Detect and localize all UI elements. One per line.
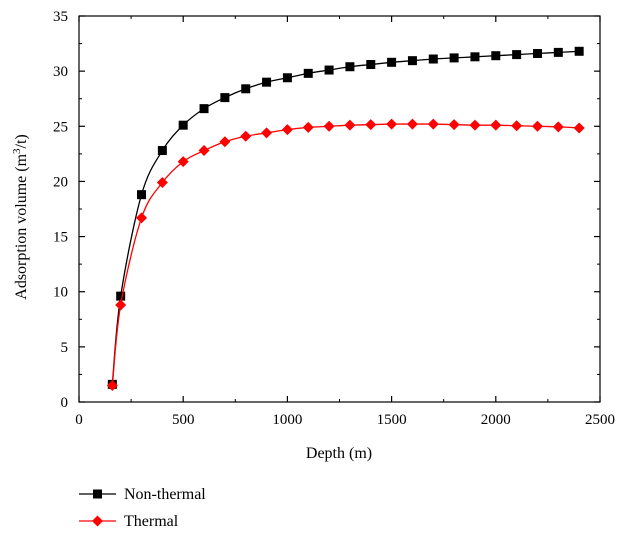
data-point-thermal: [302, 121, 314, 133]
data-point-non-thermal: [220, 93, 230, 103]
data-point-thermal: [219, 136, 231, 148]
data-point-non-thermal: [553, 47, 563, 57]
y-tick-label: 15: [53, 230, 68, 246]
data-point-thermal: [240, 130, 252, 142]
y-tick-label: 30: [53, 64, 68, 80]
series-thermal: [106, 118, 585, 391]
y-tick-label: 5: [61, 340, 69, 356]
data-point-thermal: [323, 120, 335, 132]
data-point-thermal: [386, 118, 398, 130]
data-point-non-thermal: [532, 48, 542, 58]
data-point-non-thermal: [491, 51, 501, 61]
legend-marker-thermal: [92, 515, 103, 527]
data-point-thermal: [106, 379, 118, 391]
data-point-thermal: [198, 145, 210, 157]
data-point-thermal: [531, 120, 543, 132]
series-line-non-thermal: [111, 50, 580, 385]
x-tick-label: 2500: [585, 412, 615, 428]
x-tick-label: 500: [172, 412, 195, 428]
y-axis-title: Adsorption volume (m3/t): [11, 134, 30, 299]
y-tick-label: 35: [53, 9, 68, 25]
data-point-non-thermal: [262, 77, 272, 87]
axes: 0 500 1000 1500 2000 2500 0 5 10 15 20 25 30 35: [53, 9, 615, 428]
data-point-non-thermal: [178, 120, 188, 130]
legend-label-thermal: Thermal: [124, 513, 179, 530]
y-tick-label: 20: [53, 174, 68, 190]
data-point-thermal: [469, 119, 481, 131]
data-point-thermal: [344, 119, 356, 131]
data-point-non-thermal: [137, 190, 147, 200]
y-tick-label: 0: [61, 395, 69, 411]
data-point-non-thermal: [574, 46, 584, 56]
legend-label-non-thermal: Non-thermal: [124, 486, 206, 503]
y-axis-title-superscript: 3: [11, 148, 23, 154]
data-point-non-thermal: [366, 60, 376, 70]
y-tick-label: 10: [53, 285, 68, 301]
data-point-thermal: [552, 121, 564, 133]
y-axis-title-main: Adsorption volume (m: [13, 153, 30, 299]
data-point-non-thermal: [407, 56, 417, 66]
data-point-non-thermal: [303, 68, 313, 78]
data-point-thermal: [177, 156, 189, 168]
data-point-non-thermal: [345, 62, 355, 72]
x-axis-title: Depth (m): [306, 445, 372, 462]
data-point-thermal: [136, 212, 148, 224]
x-tick-label: 1000: [272, 412, 302, 428]
data-point-thermal: [511, 120, 523, 132]
data-point-thermal: [448, 119, 460, 131]
data-point-non-thermal: [449, 53, 459, 63]
data-point-thermal: [365, 119, 377, 131]
data-point-thermal: [573, 122, 585, 134]
data-point-non-thermal: [241, 84, 251, 94]
x-tick-label: 1500: [377, 412, 407, 428]
data-point-thermal: [427, 118, 439, 130]
series-non-thermal: [107, 46, 584, 389]
x-tick-label: 0: [75, 412, 83, 428]
data-point-thermal: [281, 124, 293, 136]
y-axis-title-suffix: /t): [13, 134, 30, 148]
data-point-non-thermal: [116, 291, 126, 301]
data-point-non-thermal: [324, 65, 334, 75]
data-point-thermal: [261, 127, 273, 139]
data-point-thermal: [115, 299, 127, 311]
data-point-thermal: [490, 119, 502, 131]
data-point-non-thermal: [470, 52, 480, 62]
data-point-non-thermal: [157, 146, 167, 156]
plot-frame: [78, 15, 601, 403]
y-tick-label: 25: [53, 119, 68, 135]
data-point-thermal: [406, 118, 418, 130]
data-point-non-thermal: [428, 54, 438, 64]
data-point-non-thermal: [199, 104, 209, 114]
data-point-non-thermal: [512, 50, 522, 60]
data-point-non-thermal: [282, 73, 292, 83]
x-tick-label: 2000: [481, 412, 511, 428]
data-point-non-thermal: [387, 57, 397, 67]
legend: Non-thermal Thermal: [79, 486, 206, 530]
legend-marker-non-thermal: [93, 489, 102, 499]
data-point-thermal: [156, 177, 168, 189]
plot-area: [106, 46, 585, 391]
